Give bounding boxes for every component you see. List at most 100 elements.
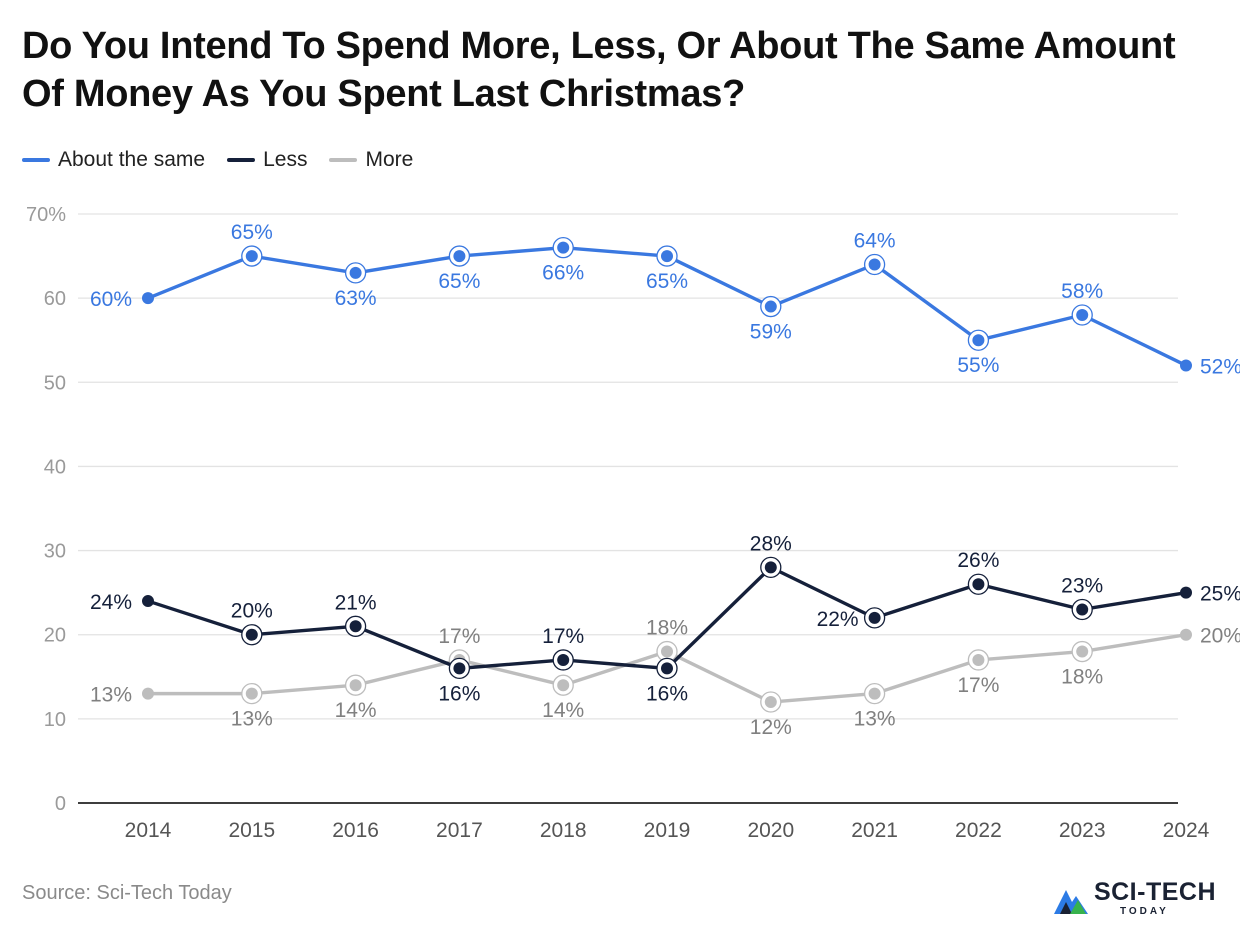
data-label-less-2024: 25% [1200,583,1240,606]
data-label-about-the-same-2020: 59% [750,321,792,344]
point-about-the-same-2016 [349,266,362,279]
y-tick-label-10: 10 [44,709,66,731]
y-tick-label-30: 30 [44,541,66,563]
y-tick-label-40: 40 [44,456,66,478]
point-less-2017 [453,662,466,675]
data-label-more-2014: 13% [90,684,132,707]
point-about-the-same-2019 [661,250,673,263]
data-label-about-the-same-2024: 52% [1200,355,1240,378]
x-tick-label-2017: 2017 [436,819,483,842]
logo-mountain-icon [1053,889,1088,914]
x-tick-label-2023: 2023 [1059,819,1106,842]
x-tick-label-2021: 2021 [851,819,898,842]
point-more-2014 [142,687,154,700]
point-more-2016 [349,679,362,692]
point-about-the-same-2022 [972,334,985,347]
point-about-the-same-2018 [557,241,570,254]
x-tick-label-2022: 2022 [955,819,1002,842]
point-about-the-same-2024 [1180,359,1192,372]
data-label-less-2019: 16% [646,682,688,705]
point-less-2018 [557,653,570,666]
point-more-2019 [661,645,673,658]
y-tick-label-70: 70% [26,204,66,226]
data-label-less-2015: 20% [231,600,273,623]
x-tick-label-2020: 2020 [747,819,794,842]
data-label-more-2023: 18% [1061,666,1103,689]
point-about-the-same-2023 [1076,308,1089,321]
x-tick-label-2018: 2018 [540,819,587,842]
logo-sub-text: TODAY [1119,906,1169,917]
y-tick-label-60: 60 [44,288,66,310]
point-less-2021 [868,611,881,624]
point-more-2023 [1076,645,1089,658]
line-chart: 0 10 20 30 40 50 60 70% 2014 2015 2016 2017 2018 2019… [26,204,1240,842]
point-more-2015 [245,687,258,700]
point-more-2024 [1180,628,1192,641]
data-label-about-the-same-2017: 65% [438,270,480,293]
data-label-less-2014: 24% [90,591,132,614]
data-label-more-2016: 14% [335,699,377,722]
point-less-2016 [349,620,362,633]
x-tick-label-2015: 2015 [228,819,275,842]
data-label-about-the-same-2014: 60% [90,288,132,311]
legend-swatch-less [227,158,256,162]
point-less-2020 [764,561,777,574]
sci-tech-today-logo[interactable]: SCI-TECH TODAY [1052,880,1216,917]
data-label-more-2017: 17% [438,625,480,648]
y-tick-label-50: 50 [44,372,66,394]
data-label-less-2020: 28% [750,532,792,555]
point-about-the-same-2020 [764,300,777,313]
x-tick-label-2016: 2016 [332,819,379,842]
x-tick-label-2019: 2019 [644,819,691,842]
chart-title: Do You Intend To Spend More, Less, Or Ab… [22,25,1176,115]
legend-swatch-more [329,158,358,162]
point-less-2014 [142,595,154,608]
point-more-2020 [764,696,777,709]
data-label-less-2023: 23% [1061,574,1103,597]
data-label-more-2024: 20% [1200,625,1240,648]
data-label-about-the-same-2021: 64% [854,229,896,252]
point-more-2022 [972,653,985,666]
legend-label-less: Less [263,148,308,171]
data-label-about-the-same-2018: 66% [542,262,584,285]
logo-main-text: SCI-TECH [1093,878,1216,906]
legend: About the same Less More [22,146,435,174]
data-label-more-2019: 18% [646,617,688,640]
data-label-about-the-same-2015: 65% [231,221,273,244]
point-more-2021 [868,687,881,700]
legend-label-about-the-same: About the same [58,148,206,171]
point-less-2024 [1180,586,1192,599]
point-less-2015 [245,628,258,641]
y-tick-label-20: 20 [44,625,66,647]
source-note: Source: Sci-Tech Today [22,882,232,904]
data-label-less-2017: 16% [438,682,480,705]
point-about-the-same-2015 [245,250,258,263]
data-label-about-the-same-2016: 63% [335,287,377,310]
data-label-less-2022: 26% [957,549,999,572]
point-about-the-same-2014 [142,292,154,305]
point-about-the-same-2017 [453,250,466,263]
x-tick-label-2014: 2014 [125,819,172,842]
legend-item-more[interactable]: More [329,148,413,172]
data-label-about-the-same-2023: 58% [1061,280,1103,303]
point-less-2023 [1076,603,1089,616]
point-less-2022 [972,578,985,591]
data-label-more-2021: 13% [854,708,896,731]
data-label-less-2016: 21% [335,591,377,614]
data-label-more-2020: 12% [750,716,792,739]
legend-swatch-about-the-same [22,158,50,162]
data-label-more-2015: 13% [231,708,273,731]
point-about-the-same-2021 [868,258,881,271]
legend-label-more: More [365,148,414,171]
data-label-less-2021: 22% [817,608,859,631]
data-label-about-the-same-2022: 55% [957,354,999,377]
x-tick-label-2024: 2024 [1163,819,1210,842]
data-label-less-2018: 17% [542,625,584,648]
legend-item-about-the-same[interactable]: About the same [22,148,205,172]
data-label-more-2018: 14% [542,699,584,722]
point-less-2019 [661,662,673,675]
data-label-about-the-same-2019: 65% [646,270,688,293]
y-tick-label-0: 0 [55,793,66,815]
data-label-more-2022: 17% [957,674,999,697]
legend-item-less[interactable]: Less [227,148,307,172]
